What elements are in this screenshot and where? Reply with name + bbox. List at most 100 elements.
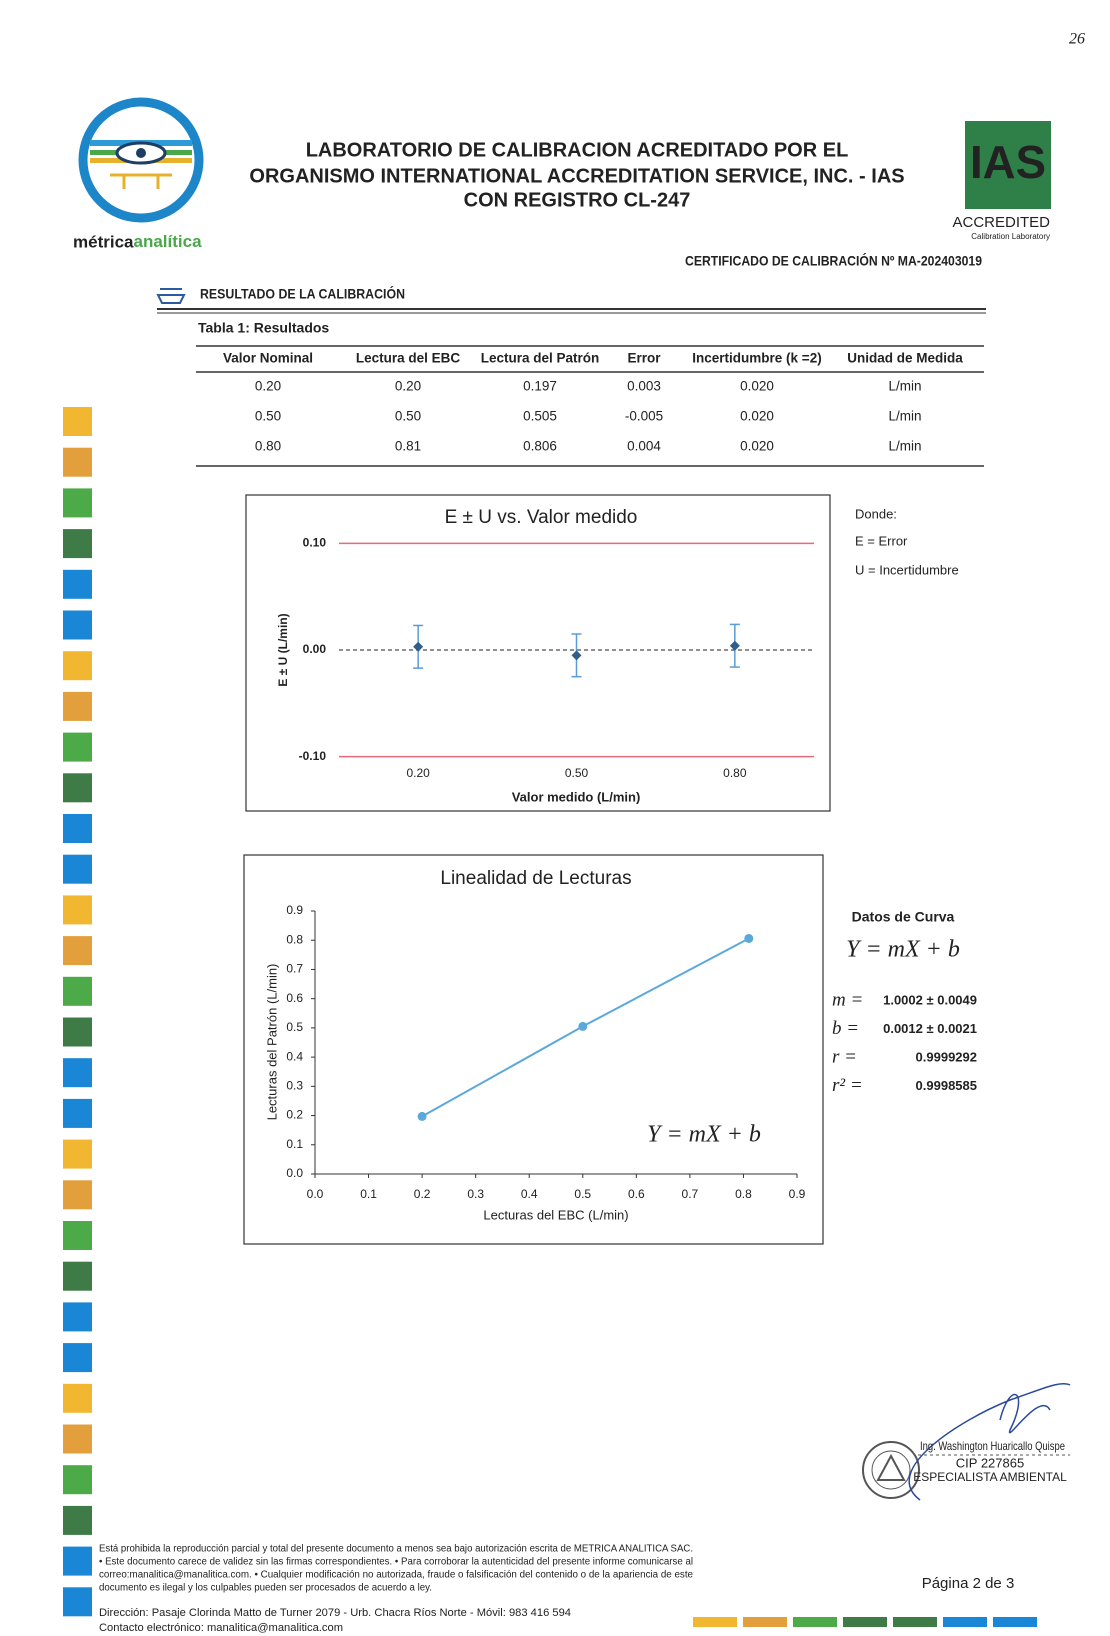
curve-value: 0.0012 ± 0.0021 — [883, 1021, 977, 1036]
table-header: Unidad de Medida — [847, 351, 963, 366]
side-square — [63, 814, 92, 843]
header-title: ORGANISMO INTERNATIONAL ACCREDITATION SE… — [249, 165, 904, 187]
curve-equation: Y = mX + b — [846, 937, 960, 963]
signature-id: CIP 227865 — [956, 1455, 1024, 1470]
table-cell: 0.197 — [523, 379, 557, 394]
table-cell: 0.20 — [255, 379, 281, 394]
table-cell: 0.004 — [627, 439, 661, 454]
table-cell: 0.81 — [395, 439, 421, 454]
x-tick-label: 0.3 — [467, 1187, 484, 1201]
x-tick-label: 0.80 — [723, 766, 747, 780]
side-square — [63, 773, 92, 803]
side-square — [63, 569, 92, 599]
page-label: Página 2 de 3 — [922, 1575, 1015, 1592]
footer-bar — [943, 1617, 987, 1627]
footer-bar — [693, 1617, 737, 1627]
footer-address: Dirección: Pasaje Clorinda Matto de Turn… — [99, 1607, 571, 1619]
x-tick-label: 0.9 — [789, 1187, 806, 1201]
badge-scope: Calibration Laboratory — [971, 232, 1050, 241]
header-title: LABORATORIO DE CALIBRACION ACREDITADO PO… — [306, 139, 849, 161]
side-square — [63, 1221, 92, 1250]
footer-notice: correo:manalitica@manalitica.com. • Cual… — [99, 1570, 693, 1581]
x-axis-label: Lecturas del EBC (L/min) — [483, 1207, 628, 1222]
signature-role: ESPECIALISTA AMBIENTAL — [913, 1470, 1067, 1484]
table-header: Valor Nominal — [223, 351, 313, 366]
x-tick-label: 0.6 — [628, 1187, 645, 1201]
table-cell: 0.505 — [523, 409, 557, 424]
x-tick-label: 0.7 — [682, 1187, 699, 1201]
x-axis-label: Valor medido (L/min) — [512, 789, 641, 804]
y-tick-label: 0.4 — [286, 1049, 303, 1063]
brand-2: analítica — [133, 232, 202, 251]
x-tick-label: 0.2 — [414, 1187, 431, 1201]
table-cell: 0.50 — [395, 409, 421, 424]
point — [571, 650, 582, 661]
y-tick-label: -0.10 — [299, 749, 327, 763]
table-cell: L/min — [888, 409, 921, 424]
y-axis-label: E ± U (L/min) — [276, 613, 290, 686]
chart-frame — [245, 494, 831, 812]
table-cell: 0.020 — [740, 439, 774, 454]
badge-status: ACCREDITED — [952, 214, 1050, 231]
y-tick-label: 0.00 — [303, 642, 327, 656]
signature-name: Ing. Washington Huaricallo Quispe — [920, 1439, 1065, 1453]
section-title: RESULTADO DE LA CALIBRACIÓN — [200, 285, 405, 302]
side-square — [63, 1017, 92, 1047]
curve-value: 0.9998585 — [916, 1078, 977, 1093]
point — [578, 1021, 588, 1031]
x-tick-label: 0.20 — [406, 766, 430, 780]
side-square — [63, 936, 92, 966]
section-icon — [156, 288, 186, 304]
table-header: Incertidumbre (k =2) — [692, 351, 821, 366]
curve-symbol: r = — [832, 1046, 857, 1067]
x-tick-label: 0.8 — [735, 1187, 752, 1201]
table-cell: 0.003 — [627, 379, 661, 394]
footer-bar — [893, 1617, 937, 1627]
header-title: CON REGISTRO CL-247 — [464, 189, 691, 211]
y-tick-label: 0.1 — [286, 1137, 303, 1151]
y-tick-label: 0.10 — [303, 536, 327, 550]
curve-symbol: m = — [832, 989, 863, 1010]
y-tick-label: 0.0 — [286, 1166, 303, 1180]
side-square — [63, 1465, 92, 1495]
note-line: E = Error — [855, 533, 908, 548]
point — [744, 933, 754, 943]
side-square — [63, 1261, 92, 1291]
y-tick-label: 0.3 — [286, 1079, 303, 1093]
point — [413, 641, 424, 652]
curve-value: 0.9999292 — [916, 1049, 977, 1064]
side-square — [63, 976, 92, 1006]
table-cell: 0.20 — [395, 379, 421, 394]
side-square — [63, 1180, 92, 1210]
x-tick-label: 0.0 — [307, 1187, 324, 1201]
table-header: Error — [627, 351, 661, 366]
footer-bar — [743, 1617, 787, 1627]
y-tick-label: 0.8 — [286, 932, 303, 946]
footer-contact: Contacto electrónico: manalitica@manalit… — [99, 1622, 343, 1634]
side-square — [63, 488, 92, 518]
certificate: CERTIFICADO DE CALIBRACIÓN Nº MA-2024030… — [685, 252, 982, 269]
table-caption: Tabla 1: Resultados — [198, 320, 329, 336]
table-cell: L/min — [888, 379, 921, 394]
y-tick-label: 0.6 — [286, 991, 303, 1005]
side-square — [63, 610, 92, 640]
side-square — [63, 1505, 92, 1535]
table-cell: 0.80 — [255, 439, 281, 454]
note-line: U = Incertidumbre — [855, 562, 959, 577]
y-tick-label: 0.2 — [286, 1108, 303, 1122]
point — [729, 640, 740, 651]
table-cell: L/min — [888, 439, 921, 454]
chart-title: Linealidad de Lecturas — [440, 868, 631, 889]
badge — [965, 121, 1051, 209]
note-title: Donde: — [855, 506, 897, 521]
table-header: Lectura del EBC — [356, 351, 461, 366]
footer-bar — [843, 1617, 887, 1627]
side-square — [63, 1587, 92, 1617]
side-square — [63, 1546, 92, 1576]
side-square — [63, 732, 92, 762]
brand: métricaanalítica — [73, 232, 202, 251]
side-square — [63, 407, 92, 436]
side-square — [63, 895, 92, 925]
